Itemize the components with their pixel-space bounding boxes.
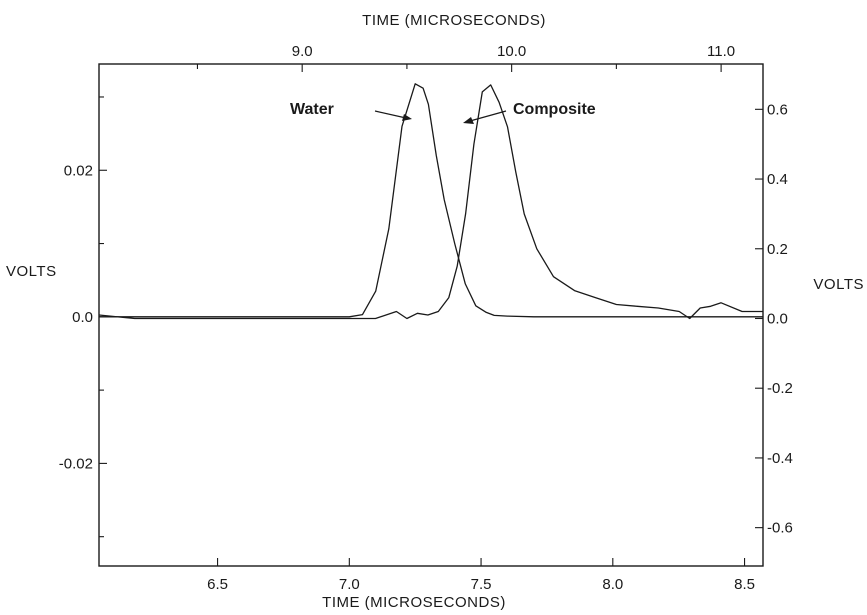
annotation-water: Water — [290, 101, 334, 118]
annotation-composite-arrow — [463, 110, 507, 124]
right-y-tick-label: 0.6 — [767, 101, 788, 118]
plot-frame — [98, 63, 764, 567]
left-y-tick-label: 0.0 — [72, 309, 93, 326]
bottom-x-tick-label: 8.5 — [734, 576, 755, 593]
right-y-tick-label: -0.6 — [767, 520, 793, 537]
right-y-tick-label: 0.4 — [767, 171, 788, 188]
left-y-tick-label: -0.02 — [59, 455, 93, 472]
annotation-composite: Composite — [513, 101, 596, 118]
bottom-x-tick-label: 7.5 — [471, 576, 492, 593]
bottom-x-tick-label: 8.0 — [602, 576, 623, 593]
bottom-x-axis-title: TIME (MICROSECONDS) — [322, 594, 506, 611]
right-y-tick-label: 0.0 — [767, 310, 788, 327]
left-y-axis-title: VOLTS — [6, 263, 57, 280]
bottom-x-tick-label: 7.0 — [339, 576, 360, 593]
top-x-tick-label: 10.0 — [497, 43, 526, 60]
right-y-axis-title: VOLTS — [813, 276, 864, 293]
labels-layer: 6.5 7.0 7.5 8.0 8.5 9.0 10.0 11.0 0.02 0.0 -0.02 0.… — [59, 43, 793, 593]
right-y-tick-label: -0.4 — [767, 450, 793, 467]
traces-layer — [98, 83, 763, 320]
bottom-x-tick-label: 6.5 — [207, 576, 228, 593]
series-line-composite — [98, 84, 763, 320]
series-line-water — [99, 83, 763, 318]
top-x-axis-title: TIME (MICROSECONDS) — [362, 12, 546, 29]
left-y-tick-label: 0.02 — [64, 162, 93, 179]
top-x-tick-label: 11.0 — [707, 43, 735, 60]
annotation-water-arrow — [374, 110, 412, 121]
right-y-tick-label: 0.2 — [767, 241, 788, 258]
ticks-layer — [99, 64, 763, 566]
right-y-tick-label: -0.2 — [767, 380, 793, 397]
top-x-tick-label: 9.0 — [292, 43, 313, 60]
